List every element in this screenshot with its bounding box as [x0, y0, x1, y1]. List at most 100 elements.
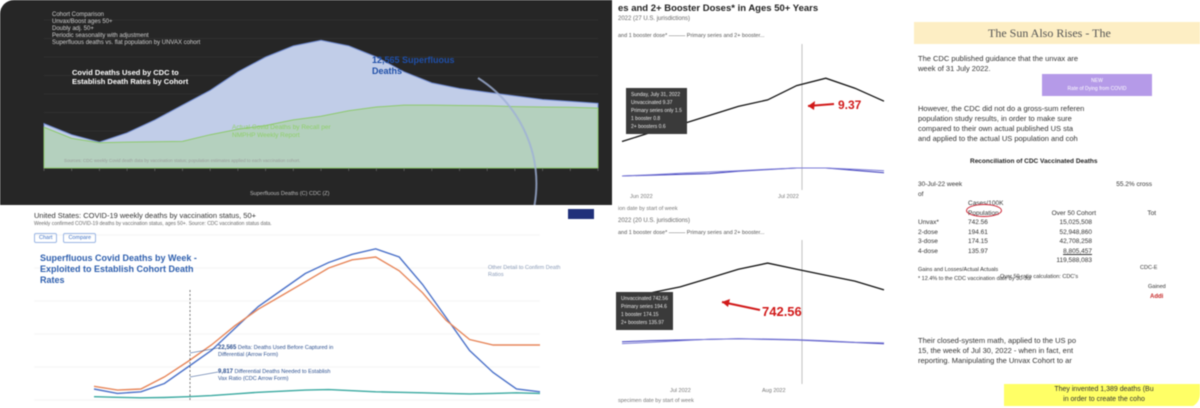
paragraph-line: The CDC published guidance that the unva… [918, 54, 1079, 63]
red-arrowhead [722, 299, 730, 307]
legend-line: Superfluous deaths vs. flat population b… [52, 40, 201, 46]
table-row: Population Over 50 Cohort Tot [918, 209, 1156, 219]
highlight-value: 742.56 [762, 304, 802, 319]
table-cell: Unvax* [918, 219, 939, 226]
table-row: 119,588,083 [918, 256, 1156, 266]
axis-tick: Jun 2022 [630, 194, 653, 200]
tooltip-line: Sunday, July 31, 2022 [631, 92, 681, 98]
side-labels: CDC-E [1140, 264, 1157, 273]
table-cell: 30-Jul-22 week of [918, 181, 963, 198]
graphic-text: Rate of Dying from COVID [1067, 86, 1127, 92]
chart-subtitle: 2022 (27 U.S. jurisdictions) [618, 16, 691, 22]
annotation-value: 9,817 [218, 369, 234, 375]
reconciliation-table: 30-Jul-22 week of 55.2% cross Cases/100K … [918, 180, 1156, 285]
side-label: Gained [1148, 284, 1166, 290]
series-line [621, 338, 885, 345]
annotation-delta: 22,565 Delta: Deaths Used Before Capture… [218, 345, 338, 359]
annotation-differential: 9,817 Differential Deaths Needed to Esta… [218, 369, 338, 383]
dark-area-chart [43, 19, 599, 205]
table-cell: Over 50 Cohort [1051, 209, 1096, 217]
highlight-value: 9.37 [838, 98, 862, 112]
booster-rate-line-charts [621, 44, 885, 384]
brand-badge [568, 209, 594, 219]
highlight-circle [966, 204, 1002, 217]
paragraph-line: compared to their own actual published U… [918, 124, 1074, 133]
table-cell: 3-dose [918, 238, 938, 245]
table-cell: 2-dose [918, 228, 938, 236]
tooltip-line: 2+ boosters 135.97 [621, 320, 664, 326]
tooltip-line: 1 booster 0.8 [631, 116, 661, 122]
side-label-red: Addi [1150, 294, 1164, 300]
series-line [621, 167, 885, 177]
table-cell: 174.15 [968, 238, 988, 245]
axis-tick: Jul 2022 [670, 388, 691, 394]
legend-line: Periodic seasonality with adjustment [52, 33, 149, 39]
table-row: * 12.4% to the CDC vaccination date by 3… [918, 275, 1156, 285]
x-axis-caption: ion date by start of week [618, 206, 678, 212]
chart-heading: Superfluous Covid Deaths by Week - Explo… [40, 253, 197, 285]
table-cell: 742.56 [968, 219, 988, 226]
series-line [93, 388, 541, 399]
series-area [43, 104, 599, 169]
table-cell: 42,708,258 [1059, 238, 1092, 245]
table-cell: Tot [1147, 209, 1156, 217]
axis-tick: Aug 2022 [762, 388, 786, 394]
table-cell: 8,805,457 [1063, 247, 1092, 255]
weekly-deaths-chart-panel: United States: COVID-19 weekly deaths by… [0, 205, 600, 408]
annotation-value: 22,565 [218, 345, 237, 351]
table-title: Reconciliation of CDC Vaccinated Deaths [970, 158, 1098, 165]
tooltip-line: 1 booster 174.15 [621, 312, 659, 318]
red-arrowhead [808, 101, 815, 110]
tooltip-line: Unvaccinated 742.56 [621, 296, 668, 302]
highlight-box: They invented 1,389 deaths (Bu in order … [1004, 384, 1200, 406]
superfluous-deaths-callout: 12,565 Superfluous Deaths [372, 55, 455, 76]
table-cell: 55.2% cross [1116, 181, 1152, 188]
legend-line: Doubly adj. 50+ [52, 26, 94, 32]
tooltip-lower: Unvaccinated 742.56 Primary series 194.6… [616, 292, 673, 330]
series-line [93, 256, 540, 391]
chart-subtitle: Weekly confirmed COVID-19 deaths by vacc… [34, 221, 272, 227]
annotation-text: Delta: Deaths Used Before Captured in Di… [218, 345, 334, 358]
booster-rate-charts-panel: es and 2+ Booster Doses* in Ages 50+ Yea… [612, 0, 894, 408]
bottom-legend: Superfluous Deaths (C) CDC (Z) [250, 191, 330, 197]
tab-compare[interactable]: Compare [63, 233, 97, 243]
connector-arrow [477, 77, 538, 205]
table-cell: 135.97 [968, 247, 988, 255]
chart-tabs: Chart Compare [34, 233, 102, 243]
tooltip-line: Primary series 194.6 [621, 304, 667, 310]
tooltip-upper: Sunday, July 31, 2022 Unvaccinated 9.37 … [626, 88, 687, 134]
tooltip-line: 2+ boosters 0.6 [631, 124, 666, 130]
paragraph-line: population study results, in order to ma… [918, 114, 1072, 123]
table-row: Cases/100K [918, 199, 1156, 209]
tooltip-line: Unvaccinated 9.37 [631, 100, 673, 106]
dark-area-chart-panel: Cohort Comparison Unvax/Boost ages 50+ D… [0, 0, 612, 205]
side-note: Other Detail to Confirm Death Ratios [488, 265, 561, 278]
chart-title: United States: COVID-19 weekly deaths by… [34, 211, 256, 220]
legend-line: Cohort Comparison [52, 12, 105, 18]
paragraph-line: However, the CDC did not do a gross-sum … [918, 104, 1085, 113]
axis-tick: Jul 2022 [778, 194, 799, 200]
series-line [621, 262, 885, 300]
series-line [93, 248, 541, 395]
article-panel: The Sun Also Rises - The The CDC publish… [894, 0, 1200, 408]
chart-legend: and 1 booster dose* ——— Primary series a… [618, 230, 765, 236]
paragraph-line: Their closed-system math, applied to the… [918, 336, 1076, 345]
x-axis-caption: specimen date by start of week [618, 398, 694, 404]
highlight-text: in order to create the coho [1063, 396, 1145, 403]
table-cell: * 12.4% to the CDC vaccination date by 3… [918, 276, 1032, 282]
chart-subtitle: 2022 (20 U.S. jurisdictions) [618, 218, 691, 224]
tab-chart[interactable]: Chart [34, 233, 58, 243]
chart-title: es and 2+ Booster Doses* in Ages 50+ Yea… [618, 3, 819, 14]
paragraph-line: and applied to the actual US population … [918, 134, 1078, 143]
graphic-text: NEW [1091, 78, 1103, 84]
table-row: Gains and Losses/Actual Actuals [918, 266, 1156, 276]
side-label: Over 50 ratio calculation: CDC's [1000, 274, 1079, 280]
highlight-text: They invented 1,389 deaths (Bu [1054, 386, 1154, 393]
tooltip-line: Primary series only 1.5 [631, 108, 682, 114]
annotation-leader [189, 371, 219, 378]
table-cell: 4-dose [918, 247, 938, 255]
cdc-death-note: Covid Deaths Used by CDC to Establish De… [72, 68, 189, 86]
annotation-text: Differential Deaths Needed to Establish … [218, 369, 331, 382]
cdc-rate-graphic: NEW Rate of Dying from COVID [1042, 74, 1152, 96]
